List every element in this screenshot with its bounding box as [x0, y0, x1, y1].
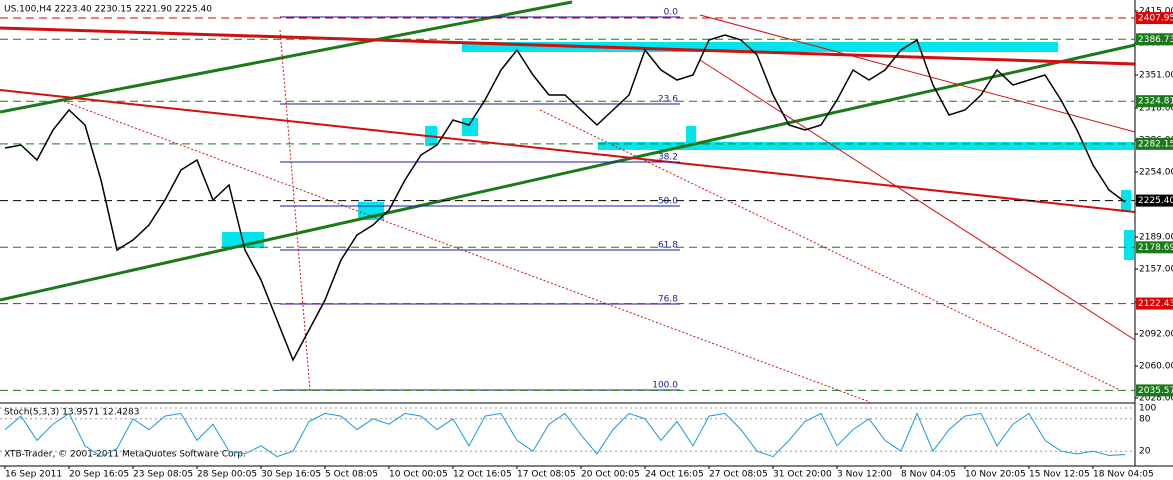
y-tick-label: 2157.00 — [1139, 265, 1173, 275]
y-tick-label: 2254.00 — [1139, 168, 1173, 178]
y-tick-label: 20 — [1139, 447, 1151, 457]
price-line — [4, 34, 1126, 362]
fib-label: 0.0 — [664, 8, 679, 18]
x-tick-label: 8 Nov 04:05 — [901, 470, 956, 480]
level-label: 2122.43 — [1138, 299, 1173, 309]
zone — [462, 42, 1058, 52]
level-box — [1136, 384, 1173, 397]
level-label: 2407.95 — [1138, 14, 1173, 24]
trend-line — [0, 89, 1136, 213]
level-box — [1136, 33, 1173, 46]
drawings — [0, 0, 1136, 403]
x-tick-label: 15 Nov 12:05 — [1029, 470, 1090, 480]
level-box — [1136, 95, 1173, 108]
x-tick-label: 27 Oct 08:05 — [709, 470, 768, 480]
level-box — [1136, 297, 1173, 310]
y-tick-label: 2351.00 — [1139, 71, 1173, 81]
y-tick-label: 2189.00 — [1139, 233, 1173, 243]
indicator-title: Stoch(5,3,3) 13.9571 12.4283 — [4, 408, 139, 418]
y-tick-label: 2028.00 — [1139, 394, 1173, 404]
level-label: 2225.40 — [1138, 196, 1173, 206]
chart-title: US.100,H4 2223.40 2230.15 2221.90 2225.4… — [4, 5, 212, 15]
trend-line — [0, 0, 573, 114]
x-tick-label: 24 Oct 16:05 — [645, 470, 704, 480]
trend-line — [699, 14, 1136, 133]
y-tick-label: 100 — [1139, 404, 1156, 414]
trend-line — [0, 43, 1136, 302]
level-label: 2035.57 — [1138, 386, 1173, 396]
x-tick-label: 12 Oct 16:05 — [453, 470, 512, 480]
x-tick-label: 10 Oct 00:05 — [389, 470, 448, 480]
x-tick-label: 18 Nov 04:05 — [1093, 470, 1154, 480]
trend-line — [279, 29, 311, 391]
x-tick-label: 23 Sep 08:05 — [133, 470, 193, 480]
x-tick-label: 20 Oct 00:05 — [581, 470, 640, 480]
level-box — [1136, 194, 1173, 207]
x-tick-label: 20 Sep 16:05 — [69, 470, 129, 480]
level-box — [1136, 137, 1173, 150]
x-tick-label: 30 Sep 16:05 — [261, 470, 321, 480]
zone — [598, 142, 1134, 150]
y-tick-label: 2092.00 — [1139, 330, 1173, 340]
y-tick-label: 2318.00 — [1139, 104, 1173, 114]
x-tick-label: 28 Sep 00:05 — [197, 470, 257, 480]
trend-line — [699, 59, 1136, 341]
fib-label: 38.2 — [658, 153, 678, 163]
level-label: 2282.15 — [1138, 139, 1173, 149]
x-tick-label: 31 Oct 20:00 — [773, 470, 832, 480]
zone — [462, 118, 478, 136]
price-line — [4, 412, 1126, 458]
level-label: 2386.73 — [1138, 35, 1173, 45]
fib-label: 76.8 — [658, 295, 678, 305]
fib-label: 23.6 — [658, 95, 678, 105]
level-label: 2324.81 — [1138, 97, 1173, 107]
zone — [686, 126, 696, 142]
x-tick-label: 17 Oct 08:05 — [517, 470, 576, 480]
fib-label: 100.0 — [652, 381, 678, 391]
y-tick-label: 2415.00 — [1139, 7, 1173, 17]
x-tick-label: 10 Nov 20:05 — [965, 470, 1026, 480]
x-tick-label: 3 Nov 12:00 — [837, 470, 892, 480]
copyright: XTB-Trader, © 2001-2011 MetaQuotes Softw… — [4, 450, 246, 460]
y-tick-label: 80 — [1139, 414, 1151, 424]
trend-line — [59, 99, 871, 403]
x-tick-label: 5 Oct 08:05 — [325, 470, 378, 480]
level-label: 2178.69 — [1138, 243, 1173, 253]
x-tick-label: 16 Sep 2011 — [5, 470, 62, 480]
fib-label: 61.8 — [658, 241, 678, 251]
trend-line — [0, 26, 1136, 66]
level-box — [1136, 241, 1173, 254]
trend-line — [539, 109, 1121, 391]
zone — [1124, 230, 1134, 260]
y-tick-label: 2060.00 — [1139, 362, 1173, 372]
fib-label: 50.0 — [658, 197, 678, 207]
level-box — [1136, 12, 1173, 25]
